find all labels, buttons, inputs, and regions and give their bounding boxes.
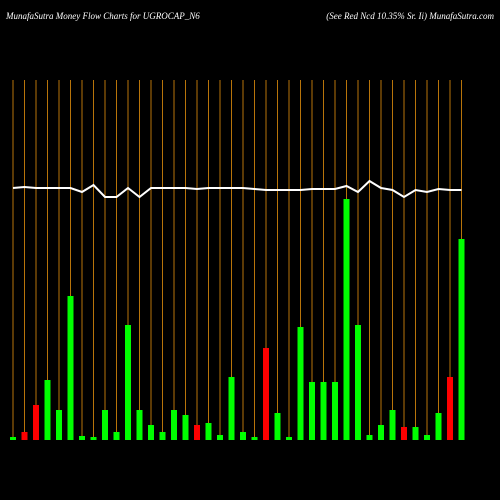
bar <box>228 377 235 440</box>
bar <box>309 382 315 440</box>
bar <box>125 325 131 440</box>
bar <box>194 425 200 440</box>
bar <box>286 437 292 440</box>
chart-subtitle: (See Red Ncd 10.35% Sr. Ii) MunafaSutra.… <box>326 11 494 21</box>
flow-line <box>12 179 462 199</box>
bar <box>435 413 442 440</box>
bar <box>424 435 430 440</box>
bar <box>447 377 453 440</box>
bar <box>251 437 258 440</box>
bar <box>240 432 246 440</box>
bar <box>136 410 143 440</box>
bar <box>217 435 223 440</box>
bar <box>159 432 166 440</box>
bar <box>355 325 361 440</box>
bar <box>10 437 16 440</box>
bar <box>21 432 28 440</box>
bar <box>378 425 384 440</box>
bar <box>171 410 177 440</box>
bar <box>263 348 269 440</box>
bar <box>33 405 39 440</box>
chart-title: MunafaSutra Money Flow Charts for UGROCA… <box>5 11 200 21</box>
bar <box>113 432 120 440</box>
bar <box>182 415 189 440</box>
bar <box>67 296 74 440</box>
bar <box>401 427 407 440</box>
bar <box>332 382 338 440</box>
bar <box>102 410 108 440</box>
bar <box>343 199 350 440</box>
bar <box>458 239 465 440</box>
bar <box>366 435 373 440</box>
bar <box>412 427 419 440</box>
bar <box>90 437 97 440</box>
bar <box>44 380 51 440</box>
bar <box>148 425 154 440</box>
bar <box>320 382 327 440</box>
bar <box>205 423 212 440</box>
bar <box>79 436 85 440</box>
bar <box>389 410 396 440</box>
bar <box>56 410 62 440</box>
bar <box>297 327 304 440</box>
bar <box>274 413 281 440</box>
